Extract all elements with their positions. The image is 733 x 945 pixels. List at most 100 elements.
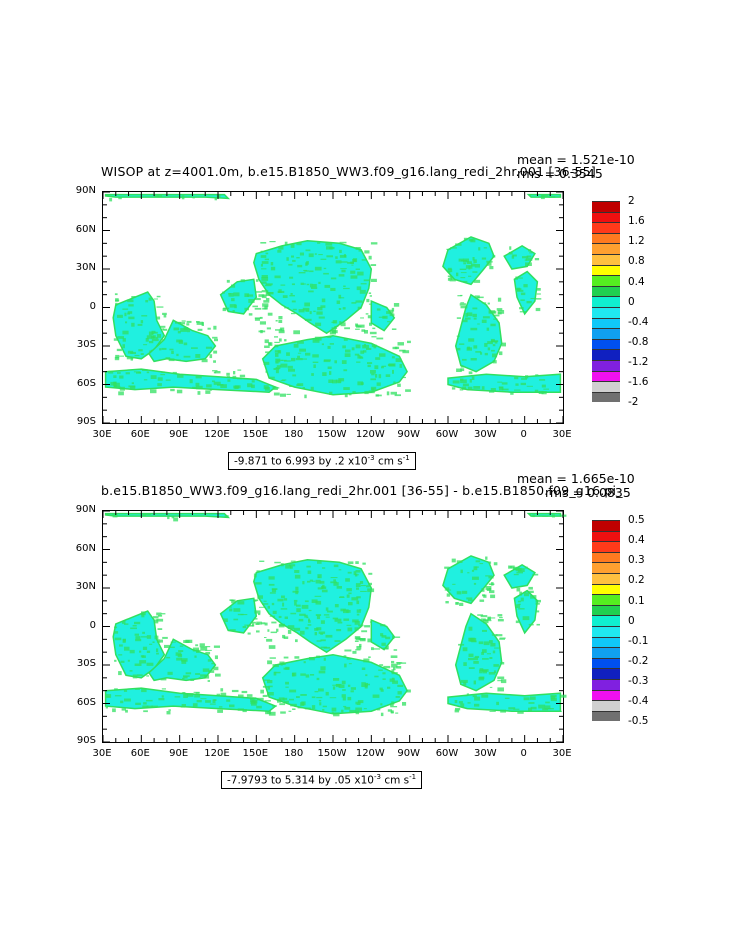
field-patch	[157, 377, 163, 381]
field-patch	[331, 327, 336, 332]
lon-tick-label: 180	[284, 748, 304, 759]
field-patch	[289, 698, 294, 701]
lon-tick-label: 90E	[169, 748, 189, 759]
field-patch	[300, 282, 304, 285]
field-patch	[141, 315, 148, 317]
field-patch	[335, 683, 342, 686]
field-patch	[463, 681, 467, 686]
field-patch	[462, 386, 467, 390]
field-patch	[535, 307, 541, 312]
field-patch	[456, 317, 461, 319]
field-patch	[305, 627, 309, 630]
field-patch	[332, 617, 339, 620]
field-patch	[241, 690, 248, 694]
field-patch	[405, 389, 411, 392]
field-patch	[154, 635, 159, 640]
field-patch	[451, 558, 456, 563]
field-patch	[309, 270, 314, 273]
field-patch	[368, 572, 373, 575]
field-patch	[352, 391, 356, 394]
field-patch	[276, 365, 282, 368]
field-patch	[489, 710, 496, 712]
field-patch	[204, 675, 210, 679]
legend-swatch	[592, 254, 620, 265]
field-patch	[157, 334, 161, 338]
field-patch	[244, 307, 249, 311]
field-patch	[192, 703, 198, 707]
field-patch	[339, 255, 347, 258]
field-patch	[477, 323, 480, 325]
field-patch	[379, 664, 384, 666]
field-patch	[535, 298, 542, 300]
field-patch	[459, 602, 464, 606]
field-patch	[129, 670, 133, 672]
field-patch	[275, 367, 281, 369]
field-patch	[134, 354, 140, 357]
field-patch	[356, 646, 362, 650]
field-patch	[366, 585, 370, 588]
field-patch	[279, 393, 286, 397]
field-patch	[478, 247, 481, 251]
field-patch	[339, 241, 347, 244]
field-patch	[391, 663, 398, 668]
field-patch	[295, 639, 298, 643]
field-patch	[526, 301, 532, 304]
field-patch	[382, 678, 386, 680]
legend-swatch	[592, 657, 620, 669]
field-patch	[165, 357, 171, 359]
field-patch	[490, 388, 496, 391]
field-patch	[363, 279, 371, 282]
field-patch	[391, 669, 395, 673]
field-patch	[331, 707, 337, 712]
field-patch	[474, 566, 479, 568]
field-patch	[261, 622, 266, 625]
field-patch	[350, 687, 356, 690]
field-patch	[356, 587, 359, 590]
field-patch	[261, 261, 269, 264]
field-patch	[472, 257, 475, 261]
field-patch	[109, 197, 113, 202]
field-patch	[161, 695, 164, 698]
field-patch	[280, 327, 285, 332]
field-patch	[482, 669, 489, 672]
field-patch	[263, 300, 270, 303]
field-patch	[461, 590, 468, 594]
field-patch	[311, 599, 318, 603]
field-patch	[330, 577, 338, 579]
field-patch	[395, 358, 402, 362]
field-patch	[322, 372, 327, 376]
field-patch	[481, 588, 485, 592]
field-patch	[301, 604, 309, 609]
field-patch	[127, 659, 130, 662]
field-patch	[198, 677, 201, 679]
field-patch	[114, 695, 122, 697]
field-patch	[323, 657, 326, 661]
field-patch	[479, 563, 484, 565]
field-patch	[271, 588, 278, 590]
field-patch	[479, 599, 485, 602]
field-patch	[279, 703, 286, 706]
field-patch	[209, 389, 213, 391]
field-patch	[251, 703, 257, 706]
field-patch	[118, 654, 123, 656]
field-patch	[123, 689, 128, 692]
field-patch	[195, 673, 201, 675]
field-patch	[294, 574, 301, 579]
field-patch	[388, 309, 394, 314]
field-patch	[148, 331, 154, 336]
lat-tick-label: 90S	[76, 735, 96, 746]
field-patch	[338, 294, 342, 299]
field-patch	[341, 269, 346, 273]
legend-swatch	[592, 530, 620, 542]
field-patch	[520, 382, 526, 386]
field-patch	[345, 578, 350, 582]
field-patch	[131, 322, 135, 327]
field-patch	[155, 336, 158, 339]
field-patch	[501, 342, 506, 347]
field-patch	[280, 363, 288, 368]
lon-tick-label: 150W	[317, 748, 347, 759]
field-patch	[559, 694, 567, 698]
field-patch	[355, 570, 361, 573]
field-patch	[489, 657, 493, 659]
field-patch	[178, 322, 186, 325]
